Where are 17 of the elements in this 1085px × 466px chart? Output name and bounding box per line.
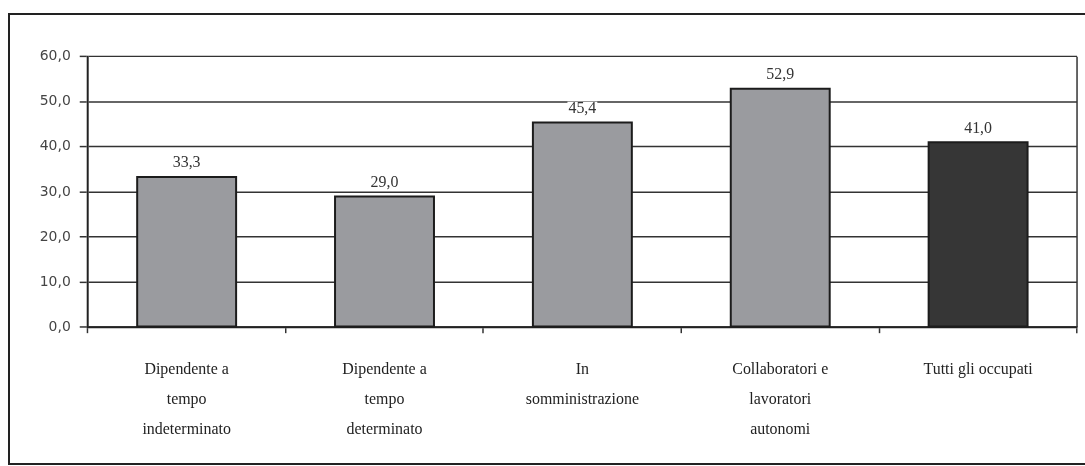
y-tick-label: 30,0: [39, 182, 71, 199]
data-label: 33,3: [172, 153, 201, 171]
x-tick-label: Dipendente a tempo determinato: [342, 360, 427, 438]
y-tick-label: 0,0: [48, 317, 71, 334]
y-tick-label: 40,0: [39, 137, 71, 154]
y-tick-label: 60,0: [39, 47, 71, 64]
data-label: 41,0: [964, 118, 993, 136]
x-tick-label: In somministrazione: [525, 360, 639, 408]
x-tick-label: Collaboratori e lavoratori autonomi: [732, 360, 829, 438]
data-label: 45,4: [568, 98, 597, 116]
y-tick-label: 50,0: [39, 92, 71, 109]
y-tick-label: 10,0: [39, 272, 71, 289]
x-tick-label: Tutti gli occupati: [923, 360, 1034, 379]
data-label: 29,0: [370, 172, 399, 190]
y-tick-label: 20,0: [39, 227, 71, 244]
data-label: 52,9: [766, 64, 795, 82]
x-tick-label: Dipendente a tempo indeterminato: [142, 360, 231, 438]
